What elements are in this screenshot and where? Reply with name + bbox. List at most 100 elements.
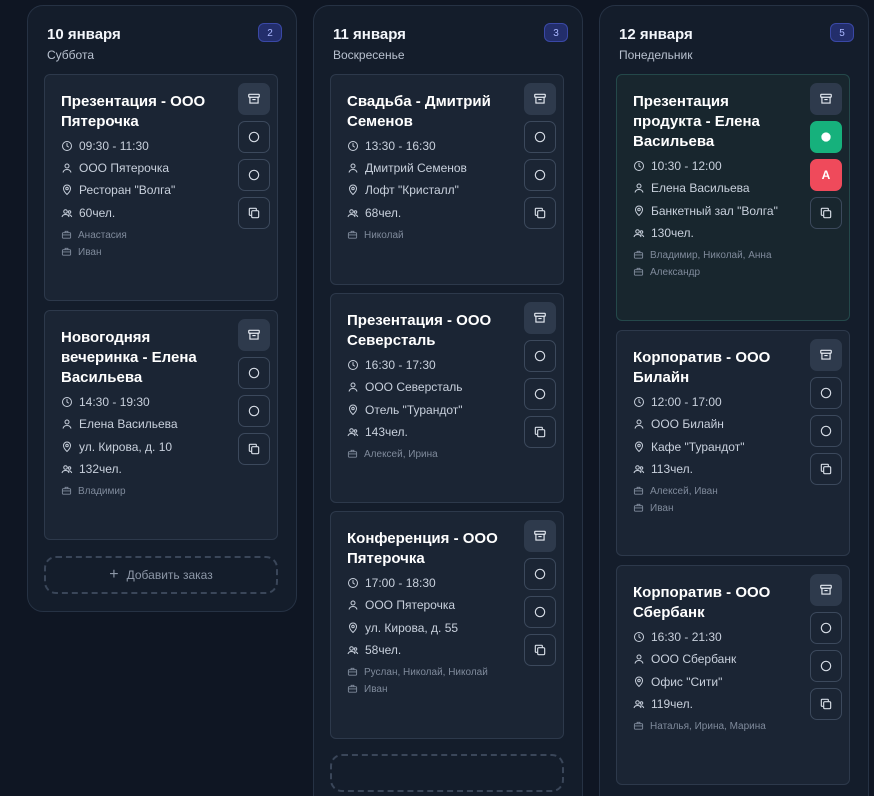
order-staff-text: Иван (78, 247, 102, 258)
add-order-button[interactable] (330, 754, 564, 792)
order-staff-text: Владимир (78, 486, 126, 497)
status-toggle-button[interactable] (524, 558, 556, 590)
status-toggle-button[interactable] (524, 121, 556, 153)
order-staff-text: Наталья, Ирина, Марина (650, 721, 766, 732)
users-icon (633, 698, 645, 710)
archive-button[interactable] (238, 319, 270, 351)
briefcase-icon (61, 246, 72, 257)
copy-button[interactable] (238, 433, 270, 465)
copy-button[interactable] (524, 197, 556, 229)
add-order-label: Добавить заказ (126, 568, 213, 582)
add-order-button[interactable]: + Добавить заказ (44, 556, 278, 594)
assign-toggle-button[interactable] (238, 395, 270, 427)
copy-button[interactable] (810, 688, 842, 720)
user-icon (633, 653, 645, 665)
order-client: ООО Сбербанк (633, 652, 736, 666)
assign-toggle-button[interactable] (524, 596, 556, 628)
order-time-text: 10:30 - 12:00 (651, 159, 722, 173)
briefcase-icon (633, 266, 644, 277)
status-toggle-button[interactable] (238, 121, 270, 153)
status-toggle-button[interactable] (238, 357, 270, 389)
order-title: Презентация - ООО Северсталь (347, 312, 492, 349)
assign-toggle-button[interactable] (238, 159, 270, 191)
order-client: Елена Васильева (633, 181, 750, 195)
order-card[interactable]: Презентация - ООО Пятерочка 09:30 - 11:3… (44, 74, 278, 301)
column-header: 12 января Понедельник 5 (600, 6, 868, 74)
archive-button[interactable] (238, 83, 270, 115)
order-guests-text: 113чел. (651, 462, 693, 476)
circle-icon (533, 605, 547, 619)
copy-icon (533, 206, 547, 220)
order-title: Конференция - ООО Пятерочка (347, 530, 498, 567)
status-toggle-button[interactable] (524, 340, 556, 372)
copy-button[interactable] (810, 453, 842, 485)
order-client-text: Елена Васильева (651, 181, 750, 195)
order-client-text: Дмитрий Семенов (365, 161, 467, 175)
order-card[interactable]: Презентация - ООО Северсталь 16:30 - 17:… (330, 293, 564, 503)
order-staff: Владимир, Николай, Анна (633, 249, 772, 261)
order-guests: 58чел. (347, 643, 401, 657)
order-title: Корпоратив - ООО Сбербанк (633, 584, 771, 621)
column-date: 12 января (619, 26, 693, 43)
archive-icon (533, 92, 547, 106)
order-time-text: 13:30 - 16:30 (365, 139, 436, 153)
order-card[interactable]: Презентация продукта - Елена Васильева 1… (616, 74, 850, 321)
archive-button[interactable] (524, 83, 556, 115)
order-staff-text: Анастасия (78, 230, 127, 241)
assign-toggle-button[interactable] (524, 378, 556, 410)
map-pin-icon (633, 205, 645, 217)
status-toggle-button[interactable] (810, 377, 842, 409)
order-count-badge: 5 (830, 23, 854, 42)
copy-button[interactable] (524, 416, 556, 448)
copy-button[interactable] (238, 197, 270, 229)
archive-button[interactable] (810, 574, 842, 606)
circle-icon (247, 404, 261, 418)
order-card[interactable]: Свадьба - Дмитрий Семенов 13:30 - 16:30 … (330, 74, 564, 285)
status-done-button[interactable] (810, 121, 842, 153)
map-pin-icon (347, 622, 359, 634)
order-title: Презентация продукта - Елена Васильева (633, 93, 760, 150)
order-card[interactable]: Конференция - ООО Пятерочка 17:00 - 18:3… (330, 511, 564, 739)
status-toggle-button[interactable] (810, 612, 842, 644)
archive-icon (819, 583, 833, 597)
column-date: 10 января (47, 26, 121, 43)
order-staff-text: Александр (650, 267, 701, 278)
order-guests-text: 119чел. (651, 697, 693, 711)
assign-toggle-button[interactable] (810, 415, 842, 447)
circle-icon (247, 366, 261, 380)
order-client-text: ООО Сбербанк (651, 652, 737, 666)
copy-button[interactable] (810, 197, 842, 229)
assign-toggle-button[interactable] (524, 159, 556, 191)
order-time-text: 14:30 - 19:30 (79, 395, 150, 409)
briefcase-icon (61, 229, 72, 240)
order-card[interactable]: Новогодняя вечеринка - Елена Васильева 1… (44, 310, 278, 540)
assignee-avatar-button[interactable]: А (810, 159, 842, 191)
order-staff-text: Владимир, Николай, Анна (650, 250, 772, 261)
briefcase-icon (347, 666, 358, 677)
order-card[interactable]: Корпоратив - ООО Сбербанк 16:30 - 21:30 … (616, 565, 850, 785)
order-card[interactable]: Корпоратив - ООО Билайн 12:00 - 17:00 ОО… (616, 330, 850, 556)
archive-icon (533, 311, 547, 325)
copy-icon (247, 442, 261, 456)
circle-icon (533, 567, 547, 581)
order-guests: 119чел. (633, 697, 693, 711)
user-icon (347, 381, 359, 393)
archive-button[interactable] (810, 339, 842, 371)
archive-button[interactable] (524, 302, 556, 334)
order-guests: 132чел. (61, 462, 122, 476)
order-time: 16:30 - 17:30 (347, 358, 436, 372)
order-venue: Кафе "Турандот" (633, 440, 744, 454)
circle-icon (819, 386, 833, 400)
users-icon (61, 463, 73, 475)
order-staff-text: Иван (364, 684, 388, 695)
column-date: 11 января (333, 26, 406, 43)
column-header: 11 января Воскресенье 3 (314, 6, 582, 74)
archive-button[interactable] (810, 83, 842, 115)
assign-toggle-button[interactable] (810, 650, 842, 682)
order-guests: 130чел. (633, 226, 694, 240)
order-title: Презентация - ООО Пятерочка (61, 93, 206, 130)
archive-button[interactable] (524, 520, 556, 552)
map-pin-icon (633, 676, 645, 688)
copy-button[interactable] (524, 634, 556, 666)
order-venue-text: Ресторан "Волга" (79, 183, 176, 197)
